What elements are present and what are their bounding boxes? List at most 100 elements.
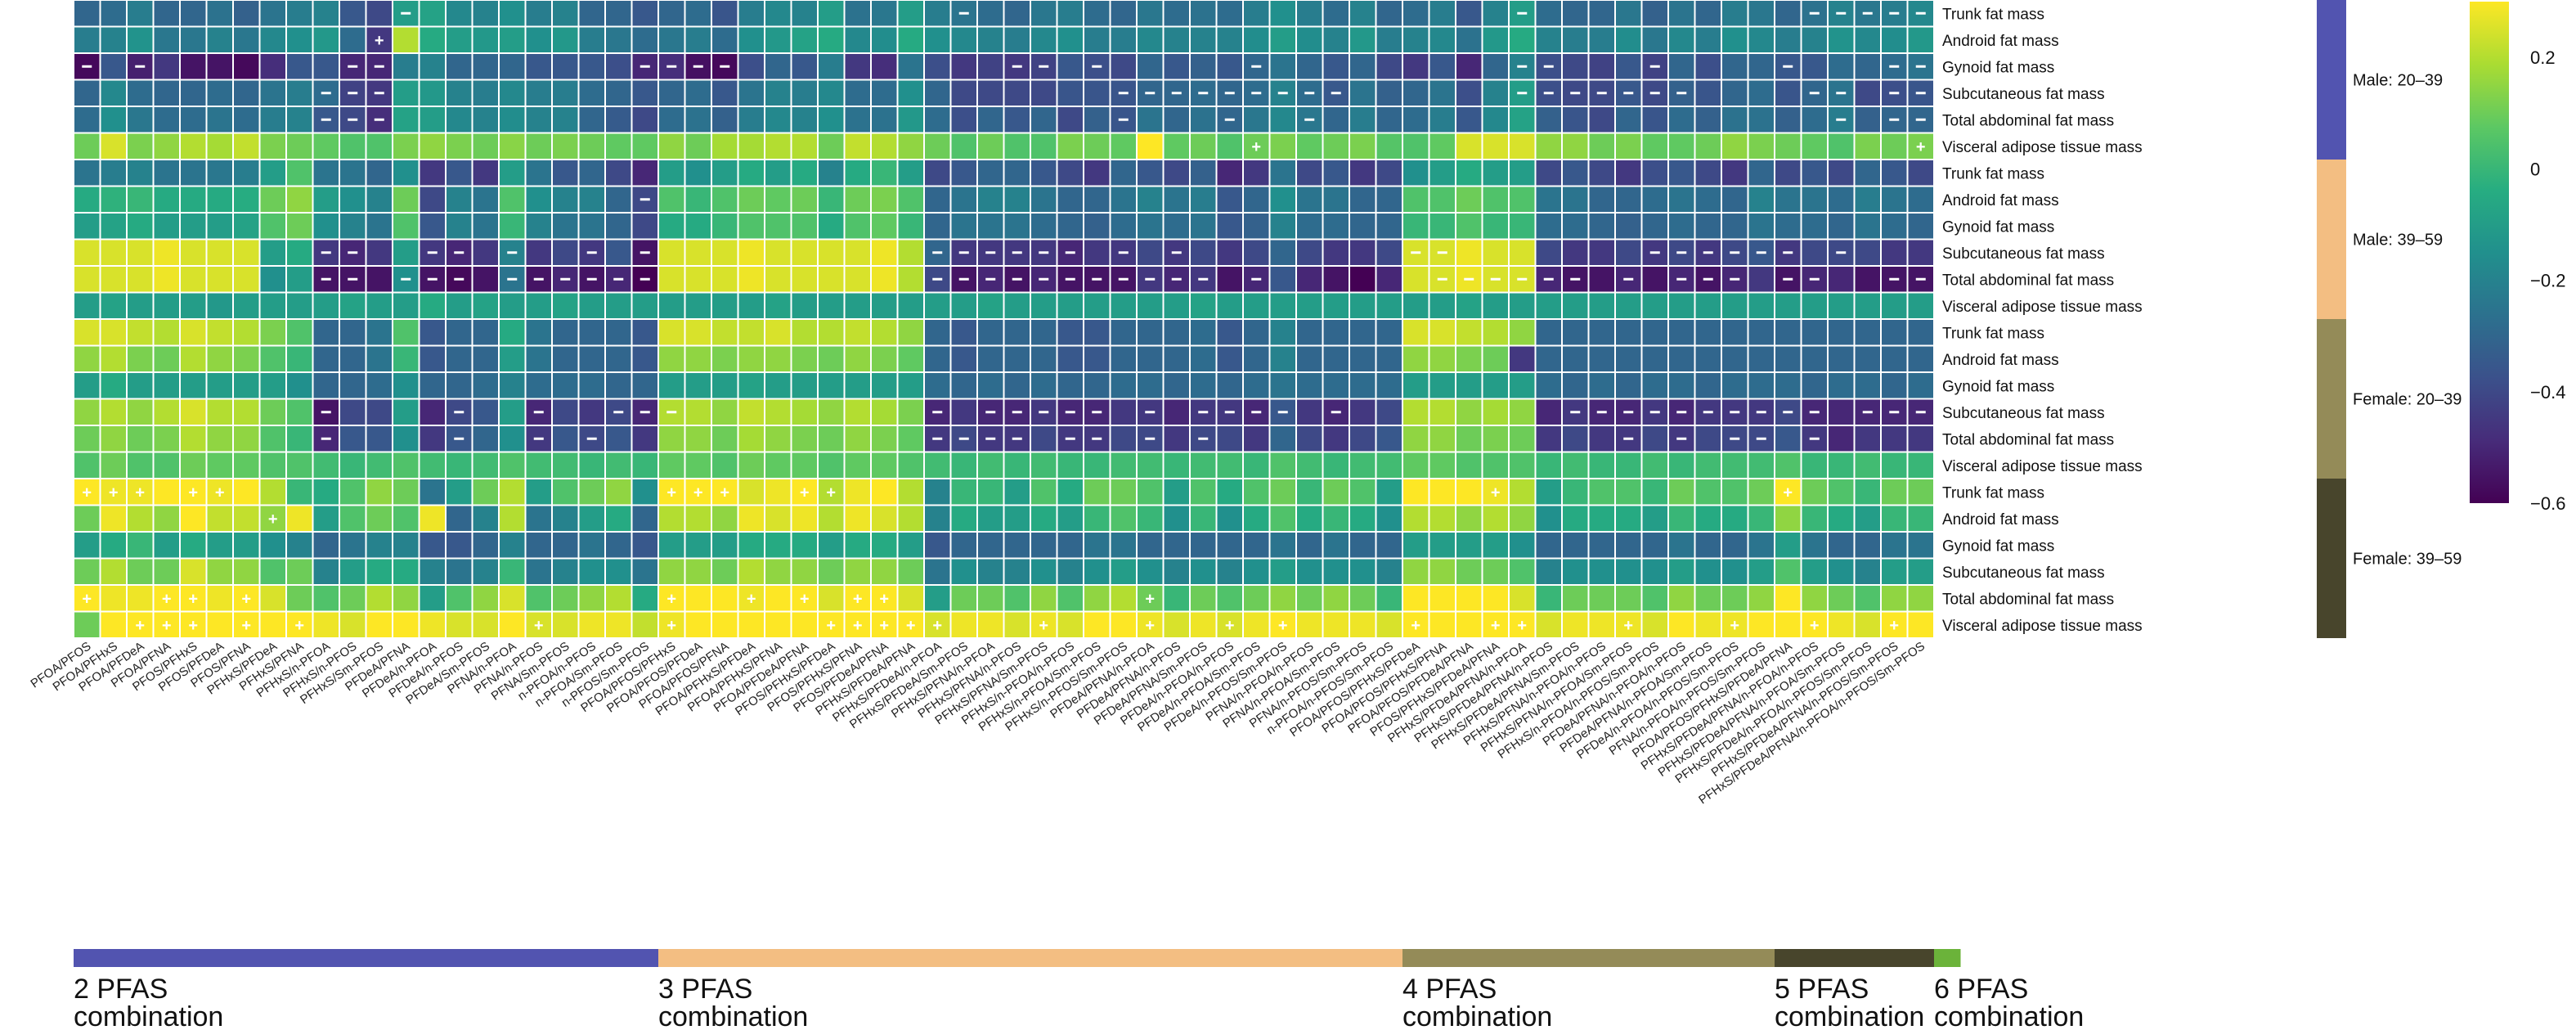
- heatmap-cell: [579, 133, 604, 159]
- heatmap-cell: [393, 373, 419, 398]
- significance-minus: [1065, 277, 1075, 281]
- heatmap-cell: [74, 80, 100, 106]
- significance-minus: [1251, 411, 1262, 414]
- heatmap-cell: [1270, 160, 1295, 186]
- heatmap-cell: [207, 506, 232, 531]
- heatmap-cell: [1695, 160, 1721, 186]
- significance-minus: [985, 251, 996, 254]
- heatmap-cell: [872, 240, 897, 265]
- heatmap-cell: [712, 346, 738, 371]
- heatmap-cell: [1908, 320, 1933, 345]
- heatmap-cell: [1748, 187, 1774, 212]
- heatmap-cell: [74, 586, 100, 611]
- heatmap-cell: [1323, 293, 1349, 318]
- heatmap-cell: [553, 533, 578, 558]
- significance-plus: +: [1225, 617, 1235, 635]
- heatmap-cell: [685, 27, 711, 52]
- heatmap-cell: [1004, 160, 1030, 186]
- heatmap-cell: [951, 346, 976, 371]
- row-label: Visceral adipose tissue mass: [1942, 139, 2143, 156]
- heatmap-cell: [1244, 479, 1269, 505]
- heatmap-cell: [1191, 612, 1216, 637]
- heatmap-cells: ++ ++ + + + + + + + + + + +++ + + + + + + + + ++ + + + + + + + + + + + + +…: [74, 1, 1933, 637]
- heatmap-cell: [1084, 533, 1110, 558]
- significance-minus: [1039, 65, 1049, 68]
- heatmap-cell: [500, 1, 525, 26]
- heatmap-cell: [1031, 27, 1057, 52]
- heatmap-cell: [1722, 27, 1748, 52]
- heatmap-cell: [101, 267, 126, 292]
- significance-minus: [1649, 251, 1660, 254]
- heatmap-cell: [1191, 533, 1216, 558]
- heatmap-cell: [340, 586, 366, 611]
- significance-minus: [1809, 11, 1820, 15]
- combination-label: 4 PFAS combination: [1402, 974, 1552, 1030]
- heatmap-cell: [845, 373, 870, 398]
- heatmap-cell: [978, 293, 1003, 318]
- heatmap-cell: [712, 320, 738, 345]
- heatmap-cell: [872, 346, 897, 371]
- heatmap-cell: [632, 1, 657, 26]
- heatmap-cell: [101, 373, 126, 398]
- heatmap-cell: [1802, 346, 1827, 371]
- heatmap-cell: [1111, 346, 1136, 371]
- heatmap-cell: [872, 399, 897, 425]
- heatmap-cell: [1748, 133, 1774, 159]
- heatmap-cell: [1882, 373, 1907, 398]
- significance-minus: [1676, 437, 1687, 440]
- heatmap-cell: [1138, 452, 1163, 478]
- heatmap-cell: [1589, 214, 1614, 239]
- heatmap-cell: [420, 346, 445, 371]
- heatmap-cell: [925, 187, 950, 212]
- heatmap-cell: [1138, 533, 1163, 558]
- heatmap-cell: [1882, 293, 1907, 318]
- heatmap-cell: [128, 479, 153, 505]
- heatmap-cell: [1456, 346, 1482, 371]
- heatmap-cell: [1270, 133, 1295, 159]
- heatmap-cell: [1244, 214, 1269, 239]
- heatmap-cell: [260, 267, 285, 292]
- heatmap-cell: [287, 133, 312, 159]
- row-label: Trunk fat mass: [1942, 484, 2044, 502]
- heatmap-cell: [1882, 452, 1907, 478]
- significance-minus: [321, 277, 331, 281]
- heatmap-cell: [1775, 373, 1801, 398]
- significance-minus: [1224, 411, 1235, 414]
- heatmap-cell: [1297, 187, 1322, 212]
- heatmap-cell: [1270, 612, 1295, 637]
- heatmap-cell: [1323, 54, 1349, 79]
- heatmap-cell: [128, 27, 153, 52]
- significance-plus: +: [853, 617, 863, 635]
- heatmap-cell: [951, 479, 976, 505]
- heatmap-cell: [1111, 506, 1136, 531]
- heatmap-cell: [1589, 107, 1614, 133]
- heatmap-cell: [765, 612, 791, 637]
- heatmap-cell: [207, 559, 232, 584]
- heatmap-cell: [154, 373, 179, 398]
- heatmap-cell: [366, 426, 392, 452]
- heatmap-cell: [765, 267, 791, 292]
- heatmap-cell: [1057, 533, 1083, 558]
- heatmap-cell: [1695, 346, 1721, 371]
- heatmap-cell: [1642, 346, 1667, 371]
- heatmap-cell: [1748, 533, 1774, 558]
- significance-plus: +: [666, 484, 676, 502]
- heatmap-cell: [420, 293, 445, 318]
- heatmap-cell: [500, 612, 525, 637]
- heatmap-cell: [738, 187, 764, 212]
- row-label: Android fat mass: [1942, 352, 2059, 369]
- heatmap-cell: [366, 612, 392, 637]
- heatmap-cell: [500, 399, 525, 425]
- heatmap-cell: [738, 1, 764, 26]
- significance-minus: [1889, 11, 1900, 15]
- significance-minus: [1649, 92, 1660, 95]
- heatmap-cell: [1323, 346, 1349, 371]
- significance-minus: [1118, 118, 1129, 121]
- heatmap-cell: [366, 27, 392, 52]
- heatmap-cell: [1829, 346, 1854, 371]
- heatmap-cell: [1244, 452, 1269, 478]
- heatmap-cell: [1829, 214, 1854, 239]
- heatmap-cell: [473, 54, 498, 79]
- heatmap-cell: [207, 107, 232, 133]
- combination-label: 2 PFAS combination: [74, 974, 223, 1030]
